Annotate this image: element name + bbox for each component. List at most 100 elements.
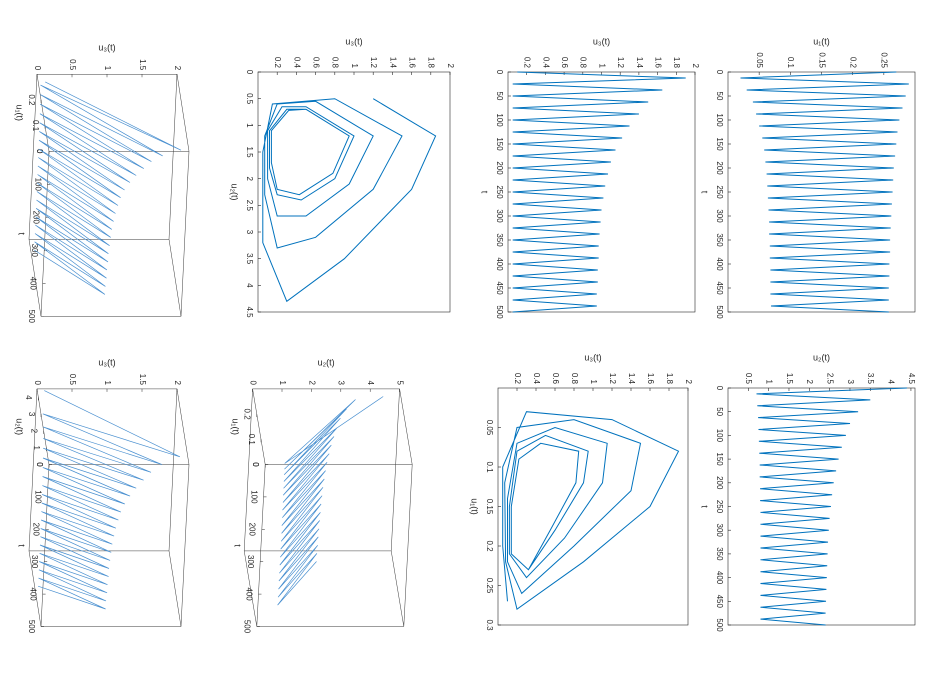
x-tick-label: 350 (495, 233, 504, 247)
z-tick-label: 1.5 (138, 59, 147, 71)
z-tick-label: 1 (103, 66, 112, 71)
x-tick-label: 350 (715, 547, 724, 561)
data-line-3d (34, 81, 182, 295)
y-tick-label: 4 (886, 380, 895, 385)
y-axis-label: u₂(t) (813, 352, 830, 362)
y-tick-label: 0.4 (532, 373, 541, 385)
y-tick-label: 0.6 (311, 57, 320, 69)
y-tick-label: 0 (35, 462, 44, 467)
z-tick-label: 2 (307, 380, 316, 385)
x-tick-label: 300 (495, 209, 504, 223)
x-tick-label: 100 (249, 490, 258, 504)
y-tick-label: 1 (32, 445, 41, 450)
x-tick-label: 200 (715, 161, 724, 175)
x-tick-label: 0.2 (485, 540, 494, 552)
box-edge (252, 388, 266, 465)
x-tick-label: 0 (35, 149, 44, 154)
data-line-3d (37, 390, 181, 610)
y-axis-label: u₃(t) (584, 352, 601, 362)
x-tick-label: 0 (245, 70, 254, 75)
y-axis-label: u₁(t) (231, 418, 241, 435)
panel: 0 50 100 150 200 250 300 350 400 450 500 0.05 0.1 0.1… (700, 36, 916, 319)
x-tick-label: 300 (715, 209, 724, 223)
y-tick-label: 1 (350, 64, 359, 69)
box-edge (28, 550, 42, 627)
y-tick-label: 0 (35, 149, 44, 154)
box-edge (36, 74, 50, 152)
y-tick-label: 0.4 (541, 57, 550, 69)
y-tick-label: 1.4 (388, 57, 397, 69)
x-tick-label: 400 (28, 587, 37, 601)
x-tick-label: 500 (715, 305, 724, 319)
x-tick-label: 500 (715, 618, 724, 632)
box-edge (28, 74, 38, 240)
z-tick-label: 0 (33, 66, 42, 71)
y-tick-label: 4 (24, 395, 33, 400)
y-tick-label: 0.25 (880, 52, 889, 68)
box-edge (28, 239, 42, 317)
box-edge (180, 464, 190, 627)
z-tick-label: 1 (278, 380, 287, 385)
x-tick-label: 100 (715, 429, 724, 443)
x-tick-label: 0 (251, 462, 260, 467)
x-tick-label: 0.3 (485, 619, 494, 631)
z-tick-label: 0 (33, 380, 42, 385)
x-tick-label: 300 (715, 524, 724, 538)
y-tick-label: 0.5 (744, 373, 753, 385)
x-tick-label: 0.1 (485, 461, 494, 473)
box-edge (36, 388, 50, 465)
x-tick-label: 50 (715, 407, 724, 416)
x-axis-label: u₁(t) (470, 498, 480, 515)
x-axis-label: t (700, 191, 710, 194)
x-tick-label: 350 (715, 233, 724, 247)
data-line (740, 71, 909, 313)
y-tick-label: 1.8 (427, 57, 436, 69)
x-tick-label: 500 (495, 305, 504, 319)
x-tick-label: 400 (244, 587, 253, 601)
x-tick-label: 0.25 (485, 578, 494, 594)
x-tick-label: 450 (715, 595, 724, 609)
y-tick-label: 0.2 (513, 373, 522, 385)
y-tick-label: 0.2 (273, 57, 282, 69)
x-tick-label: 0.05 (485, 420, 494, 436)
z-tick-label: 3 (337, 380, 346, 385)
z-axis-label: u₃(t) (98, 43, 115, 53)
y-tick-label: 0.8 (579, 57, 588, 69)
x-tick-label: 200 (715, 476, 724, 490)
box-edge (403, 464, 413, 627)
x-tick-label: 1 (245, 123, 254, 128)
box-edge (168, 550, 182, 627)
z-tick-label: 0 (248, 380, 257, 385)
data-line (502, 411, 680, 611)
y-tick-label: 0.1 (31, 120, 40, 132)
y-tick-label: 0.4 (292, 57, 301, 69)
box-edge (243, 550, 258, 627)
x-tick-label: 150 (715, 137, 724, 151)
y-tick-label: 3 (846, 380, 855, 385)
box-edge (390, 388, 400, 551)
y-tick-label: 1.8 (672, 57, 681, 69)
y-axis-label: u₁(t) (15, 104, 25, 121)
x-tick-label: 150 (495, 137, 504, 151)
data-line (512, 71, 686, 313)
x-tick-label: 100 (33, 490, 42, 504)
y-tick-label: 1.6 (646, 373, 655, 385)
y-tick-label: 2.5 (826, 373, 835, 385)
x-tick-label: 4 (245, 283, 254, 288)
x-tick-label: 450 (715, 281, 724, 295)
box-edge (40, 151, 50, 317)
y-tick-label: 0.2 (27, 94, 36, 106)
x-tick-label: 400 (715, 571, 724, 585)
panel: 0.05 0.1 0.15 0.2 0.25 0.3 0.2 0.4 0.6 0.8 1 1.2 1.4… (470, 352, 693, 631)
y-tick-label: 0.15 (817, 52, 826, 68)
x-tick-label: 3 (245, 230, 254, 235)
y-tick-label: 1.8 (665, 373, 674, 385)
z-tick-label: 5 (395, 380, 404, 385)
x-tick-label: 100 (715, 113, 724, 127)
y-axis-label: u₃(t) (593, 36, 610, 46)
y-tick-label: 0.8 (331, 57, 340, 69)
box-edge (176, 74, 190, 152)
z-tick-label: 1.5 (138, 374, 147, 386)
y-tick-label: 0.1 (786, 57, 795, 69)
